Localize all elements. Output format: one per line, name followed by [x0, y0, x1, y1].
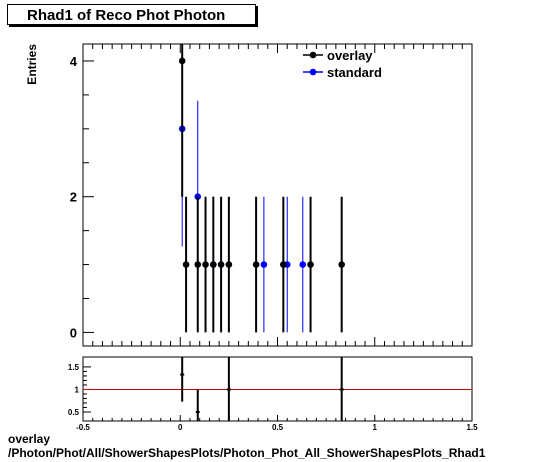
legend-label: standard	[327, 65, 382, 80]
footer-path: /Photon/Phot/All/ShowerShapesPlots/Photo…	[8, 446, 486, 460]
footer-label: overlay	[8, 432, 51, 446]
overlay-point	[225, 261, 233, 268]
overlay-point	[210, 261, 217, 268]
ratio-x-tick-label: 0	[178, 423, 183, 432]
standard-point	[260, 261, 268, 268]
y-tick-label: 4	[70, 54, 78, 69]
overlay-point	[178, 57, 186, 65]
overlay-point	[252, 261, 260, 268]
legend-marker	[309, 51, 317, 59]
y-tick-label: 0	[70, 325, 77, 340]
ratio-y-tick-label: 1.5	[68, 363, 80, 372]
overlay-point	[338, 261, 345, 268]
overlay-point	[217, 261, 225, 268]
ratio-y-tick-label: 1	[75, 385, 80, 394]
ratio-plot: 0.5 1 1.5 -0.5 0 0.5 1 1.5	[68, 356, 478, 432]
overlay-point	[194, 261, 202, 268]
overlay-point	[307, 261, 314, 268]
main-plot: 0 2 4 Entries overlay standard	[25, 43, 473, 347]
legend-marker	[309, 68, 317, 76]
ratio-x-tick-label: 1	[373, 423, 378, 432]
ratio-x-tick-label: 0.5	[272, 423, 284, 432]
main-frame	[82, 43, 473, 347]
overlay-point	[182, 261, 190, 268]
standard-point	[299, 261, 307, 268]
y-tick-label: 2	[70, 190, 77, 205]
ratio-x-tick-label: 1.5	[466, 423, 478, 432]
ratio-y-tick-label: 0.5	[68, 408, 80, 417]
chart-title: Rhad1 of Reco Phot Photon	[7, 4, 256, 25]
overlay-point	[202, 261, 209, 268]
legend: overlay standard	[303, 48, 382, 80]
overlay-point	[280, 261, 287, 268]
legend-label: overlay	[327, 48, 373, 63]
y-axis-label: Entries	[25, 44, 39, 85]
ratio-x-tick-label: -0.5	[76, 423, 90, 432]
